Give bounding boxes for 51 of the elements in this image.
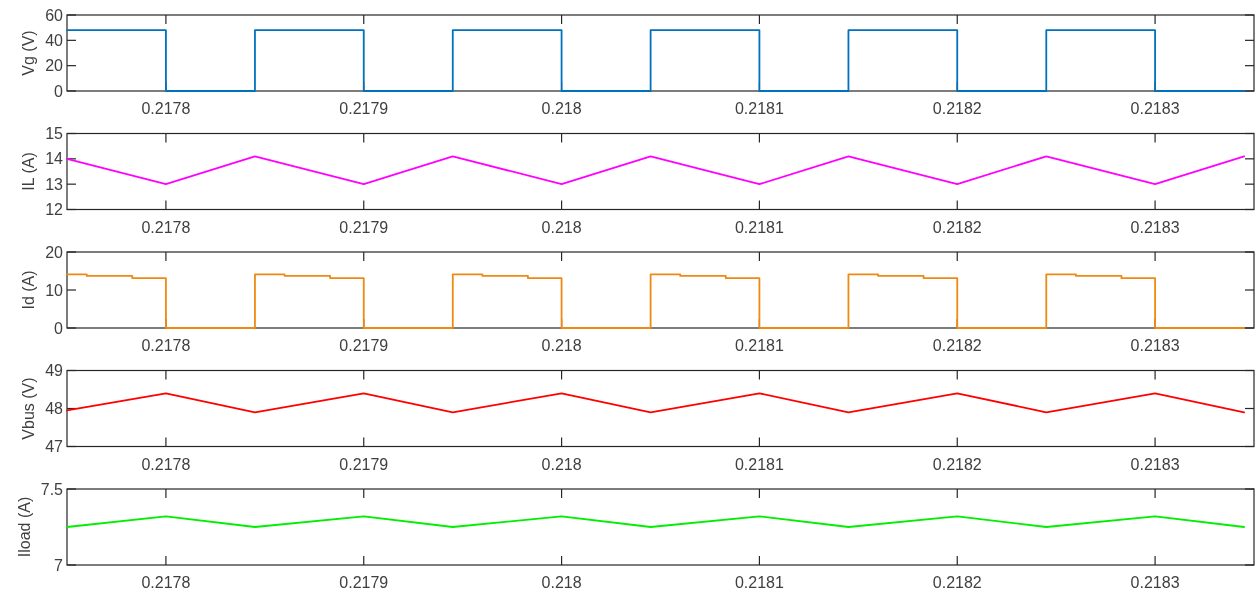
y-tick-label: 10: [45, 281, 64, 299]
x-tick-label: 0.218: [541, 337, 582, 354]
y-tick-label: 15: [45, 125, 64, 143]
x-tick-label: 0.2181: [734, 100, 784, 117]
x-tick-label: 0.2183: [1130, 574, 1180, 591]
y-tick-label: 12: [45, 201, 64, 219]
y-axis-title: Id (A): [20, 270, 38, 310]
x-tick-label: 0.2178: [141, 218, 191, 236]
x-tick-label: 0.2178: [141, 337, 191, 354]
x-tick-label: 0.2179: [339, 337, 389, 354]
y-tick-label: 49: [45, 362, 64, 380]
x-tick-label: 0.2183: [1130, 218, 1180, 236]
y-tick-label: 20: [45, 57, 64, 75]
x-tick-label: 0.2179: [339, 574, 389, 591]
x-tick-label: 0.2179: [339, 100, 389, 117]
y-tick-label: 13: [45, 175, 64, 193]
y-tick-label: 20: [45, 243, 64, 261]
x-tick-label: 0.2181: [734, 218, 784, 236]
y-tick-label: 40: [45, 31, 64, 49]
x-tick-label: 0.2181: [734, 574, 784, 591]
y-tick-label: 48: [45, 400, 64, 418]
x-tick-label: 0.218: [541, 100, 582, 117]
x-tick-label: 0.2178: [141, 574, 191, 591]
y-tick-label: 7: [54, 556, 64, 574]
x-tick-label: 0.2182: [932, 574, 982, 591]
y-axis-title: Iload (A): [15, 496, 33, 558]
y-axis-title: Vg (V): [20, 30, 38, 76]
x-tick-label: 0.2183: [1130, 455, 1180, 473]
x-tick-label: 0.2178: [141, 100, 191, 117]
x-tick-label: 0.218: [541, 455, 582, 473]
y-tick-label: 7.5: [40, 480, 64, 498]
x-tick-label: 0.2181: [734, 455, 784, 473]
x-tick-label: 0.2182: [932, 455, 982, 473]
y-axis-title: Vbus (V): [20, 377, 38, 440]
x-tick-label: 0.2183: [1130, 337, 1180, 354]
x-tick-label: 0.218: [541, 218, 582, 236]
x-tick-label: 0.2178: [141, 455, 191, 473]
x-tick-label: 0.2179: [339, 218, 389, 236]
y-tick-label: 47: [45, 438, 64, 456]
x-tick-label: 0.2182: [932, 218, 982, 236]
x-tick-label: 0.2179: [339, 455, 389, 473]
x-tick-label: 0.2181: [734, 337, 784, 354]
x-tick-label: 0.2182: [932, 100, 982, 117]
x-tick-label: 0.218: [541, 574, 582, 591]
y-axis-title: IL (A): [20, 152, 38, 191]
y-tick-label: 0: [54, 319, 64, 337]
x-tick-label: 0.2183: [1130, 100, 1180, 117]
x-tick-label: 0.2182: [932, 337, 982, 354]
y-tick-label: 14: [45, 150, 64, 168]
y-tick-label: 60: [45, 6, 64, 24]
y-tick-label: 0: [54, 82, 64, 100]
